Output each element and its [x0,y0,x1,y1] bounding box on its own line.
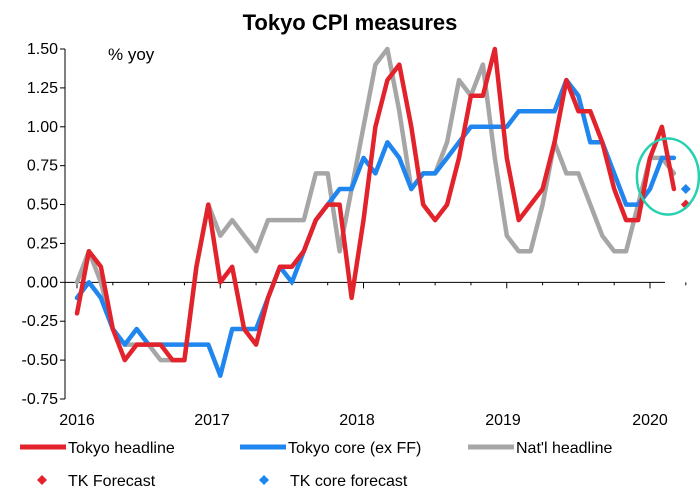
legend-label: TK Forecast [68,473,156,490]
y-tick-label: -0.75 [22,391,59,408]
forecast-marker-tk-forecast [680,199,691,210]
legend-marker-swatch [259,475,269,485]
annotation [635,137,700,216]
series-line-tokyo-headline [74,46,677,363]
chart-title: Tokyo CPI measures [243,10,458,35]
x-tick-label: 2020 [632,412,668,429]
legend-label: Tokyo headline [68,440,175,457]
series-lines [74,46,677,378]
forecast-markers [680,184,691,210]
y-tick-label: 1.25 [27,80,58,97]
y-tick-label: 0.25 [27,235,58,252]
y-tick-label: 0.50 [27,197,58,214]
series-line-tokyo-core-ex-ff- [74,77,677,378]
legend-label: Nat'l headline [516,440,613,457]
highlight-ellipse [635,137,700,216]
forecast-marker-tk-core-forecast [680,184,691,194]
axes: 1.50 1.25 1.00 0.75 0.50 0.25 0.00 -0.25 -0.50 -0… [22,41,687,429]
x-tick-label: 2018 [339,412,375,429]
legend-marker-swatch [37,475,47,485]
y-tick-label: -0.50 [22,352,59,369]
y-tick-label: 0.00 [27,274,58,291]
y-axis-unit-label: % yoy [108,45,155,64]
legend-label: Tokyo core (ex FF) [288,440,421,457]
x-tick-label: 2017 [194,412,230,429]
y-tick-label: 0.75 [27,158,58,175]
y-tick-label: 1.00 [27,119,58,136]
y-tick-label: -0.25 [22,313,59,330]
legend-label: TK core forecast [290,473,408,490]
legend: Tokyo headline Tokyo core (ex FF) Nat'l he… [20,440,613,490]
x-tick-label: 2016 [59,412,95,429]
y-tick-label: 1.50 [27,41,58,58]
series-line-nat-l-headline [74,46,677,363]
x-tick-label: 2019 [485,412,521,429]
